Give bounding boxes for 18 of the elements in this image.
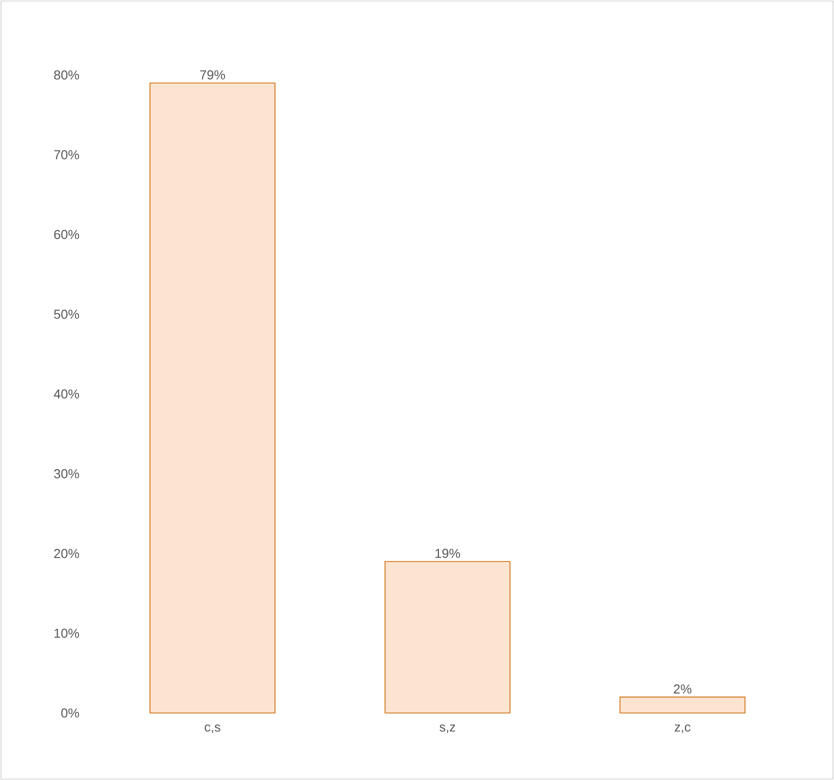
y-tick-label: 30% [54,469,80,478]
y-tick-label: 20% [54,548,80,558]
y-tick-label: 70% [54,150,80,160]
data-label: 2% [674,684,692,694]
y-tick-label: 0% [61,708,80,718]
x-tick-label: s,z [440,724,456,734]
data-label: 19% [436,548,460,558]
y-tick-label: 80% [54,70,80,80]
x-tick-label: z,c [674,724,690,734]
bar [150,82,276,714]
data-label: 79% [200,70,226,80]
bar [384,561,510,714]
y-tick-label: 50% [54,310,80,319]
y-tick-label: 60% [54,230,80,240]
y-tick-label: 10% [54,628,80,638]
bar [620,696,746,714]
y-tick-label: 40% [54,389,80,399]
x-tick-label: c,s [204,724,220,734]
